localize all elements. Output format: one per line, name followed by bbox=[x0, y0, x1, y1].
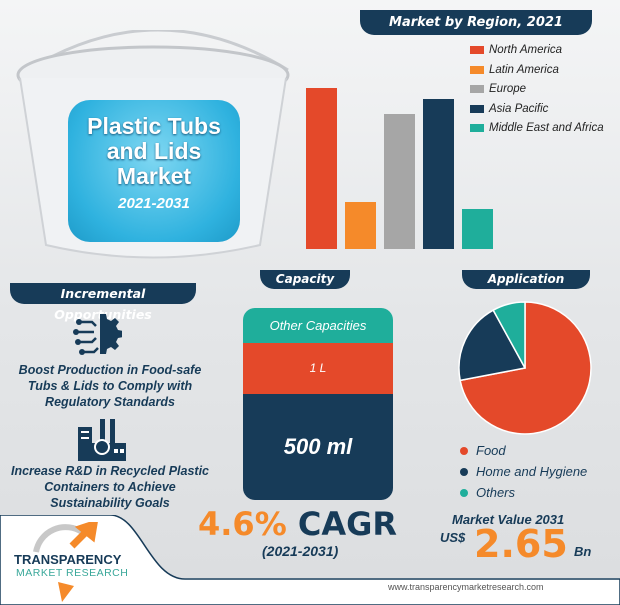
legend-label: Europe bbox=[489, 83, 527, 95]
legend-swatch bbox=[470, 85, 484, 93]
bar-europe bbox=[384, 113, 415, 249]
pie-slice-home-and-hygiene bbox=[458, 309, 527, 382]
legend-label: Latin America bbox=[489, 63, 559, 76]
pie-legend-item: Others bbox=[460, 485, 515, 500]
pie-legend-item: Food bbox=[460, 443, 506, 458]
legend-dot bbox=[460, 446, 468, 455]
cagr-value: 4.6% bbox=[198, 505, 287, 543]
legend-dot bbox=[460, 488, 468, 497]
legend-label: Home and Hygiene bbox=[476, 464, 588, 479]
opportunity-2-text: Increase R&D in Recycled Plastic Contain… bbox=[10, 464, 209, 510]
hero-label: Plastic Tubs and Lids Market 2021-2031 bbox=[68, 100, 240, 242]
bar-latin-america bbox=[345, 202, 376, 249]
bar-north-america bbox=[306, 88, 337, 249]
bar-middle-east-and-africa bbox=[462, 208, 493, 249]
legend-label: Food bbox=[476, 443, 506, 458]
legend-item: Latin America bbox=[470, 64, 559, 76]
ai-gear-icon bbox=[73, 314, 122, 355]
footer-curve bbox=[0, 515, 620, 605]
region-chart-title: Market by Region, 2021 bbox=[360, 10, 592, 35]
brand-name: TRANSPARENCY bbox=[14, 552, 122, 567]
factory-recycle-icon bbox=[78, 419, 126, 461]
market-value-unit: Bn bbox=[574, 544, 592, 559]
legend-dot bbox=[460, 467, 468, 476]
legend-swatch bbox=[470, 124, 484, 132]
application-pie bbox=[458, 301, 592, 435]
capacity-segment: 500 ml bbox=[243, 394, 393, 500]
legend-swatch bbox=[470, 46, 484, 54]
website-link[interactable]: www.transparencymarketresearch.com bbox=[388, 582, 544, 592]
capacity-stacked-bar: Other Capacities 1 L 500 ml bbox=[243, 308, 393, 500]
cagr: 4.6% CAGR bbox=[198, 505, 397, 543]
market-value-currency: US$ bbox=[440, 530, 466, 545]
capacity-title: Capacity bbox=[260, 270, 350, 289]
legend-item: Middle East and Africa bbox=[470, 122, 604, 134]
legend-swatch bbox=[470, 65, 484, 74]
tmr-logo-icon bbox=[33, 522, 98, 602]
legend-item: Asia Pacific bbox=[470, 103, 548, 115]
brand-subtitle: MARKET RESEARCH bbox=[16, 567, 129, 579]
market-value-label: Market Value 2031 bbox=[452, 512, 565, 527]
opportunities-heading: Incremental Opportunities bbox=[10, 283, 196, 322]
cagr-period: (2021-2031) bbox=[262, 543, 339, 559]
capacity-segment: Other Capacities bbox=[243, 308, 393, 343]
application-title: Application bbox=[462, 270, 590, 289]
legend-item: Europe bbox=[470, 83, 526, 95]
legend-label: Others bbox=[476, 485, 516, 500]
legend-label: Asia Pacific bbox=[489, 102, 549, 115]
pie-legend-item: Home and Hygiene bbox=[460, 464, 587, 479]
legend-label: Middle East and Africa bbox=[489, 122, 604, 134]
market-value: 2.65 bbox=[474, 522, 568, 566]
cagr-label: CAGR bbox=[297, 505, 398, 543]
legend-swatch bbox=[470, 104, 484, 113]
legend-label: North America bbox=[489, 44, 563, 56]
capacity-segment: 1 L bbox=[243, 342, 393, 395]
opportunity-1-text: Boost Production in Food-safe Tubs & Lid… bbox=[18, 363, 202, 409]
legend-item: North America bbox=[470, 44, 562, 56]
hero-title: Plastic Tubs and Lids Market bbox=[87, 113, 221, 189]
pie-slice-others bbox=[492, 301, 526, 369]
bar-asia-pacific bbox=[423, 99, 454, 249]
hero-years: 2021-2031 bbox=[118, 195, 190, 212]
